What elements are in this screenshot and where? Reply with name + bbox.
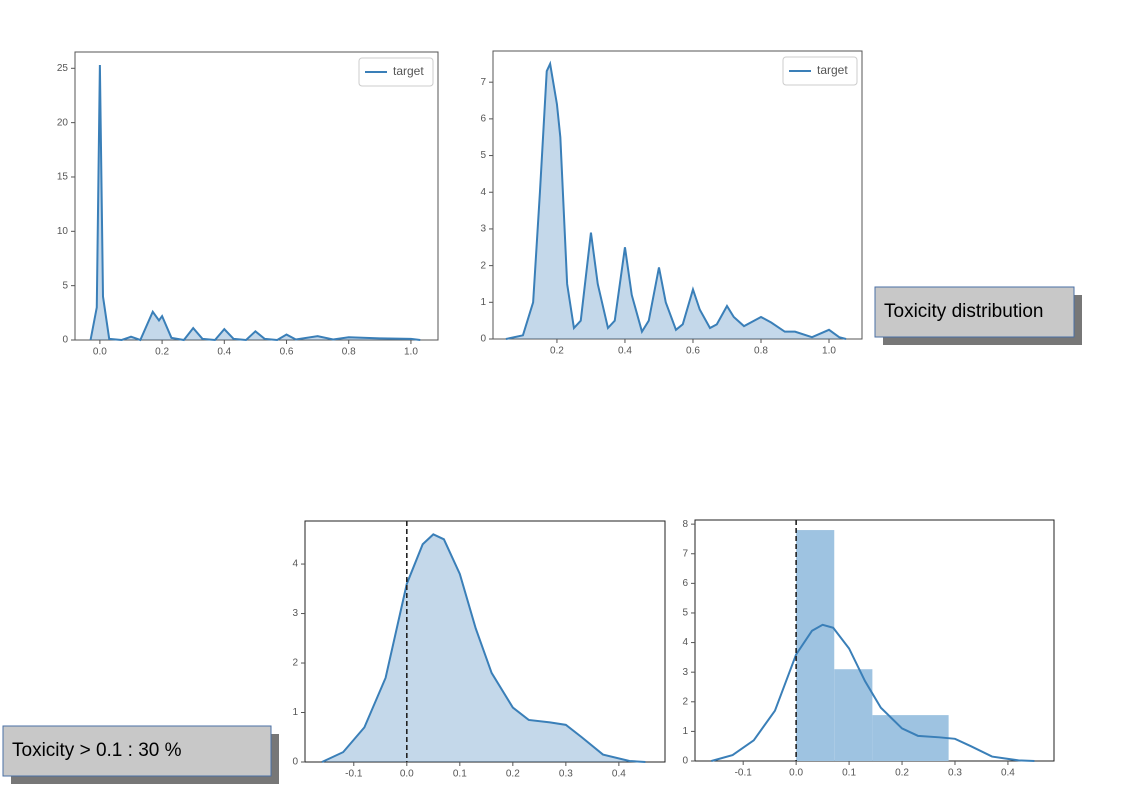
note-text: Toxicity distribution xyxy=(884,301,1043,322)
x-tick-label: 1.0 xyxy=(404,347,418,358)
x-tick-label: 0.4 xyxy=(612,769,626,780)
x-tick-label: 0.3 xyxy=(948,768,962,779)
y-tick-label: 20 xyxy=(57,117,69,128)
y-tick-label: 1 xyxy=(480,297,486,308)
y-tick-label: 1 xyxy=(292,707,298,718)
y-tick-label: 0 xyxy=(480,334,486,345)
y-tick-label: 8 xyxy=(682,519,688,530)
y-tick-label: 0 xyxy=(682,756,688,767)
plot-area xyxy=(304,520,666,763)
x-tick-label: 0.2 xyxy=(895,768,909,779)
x-tick-label: 0.0 xyxy=(93,347,107,358)
density-line xyxy=(711,623,1035,762)
legend-box xyxy=(782,56,858,86)
legend-label: target xyxy=(817,63,848,77)
y-tick-label: 3 xyxy=(480,224,486,235)
x-tick-label: 1.0 xyxy=(822,346,836,357)
legend-box xyxy=(358,57,434,87)
y-tick-label: 6 xyxy=(682,578,688,589)
y-tick-label: 6 xyxy=(480,114,486,125)
y-tick-label: 4 xyxy=(480,187,486,198)
y-tick-label: 1 xyxy=(682,726,688,737)
area-fill xyxy=(321,534,646,762)
y-tick-label: 7 xyxy=(480,77,486,88)
x-tick-label: 0.8 xyxy=(342,347,356,358)
density-line xyxy=(321,533,646,763)
x-tick-label: 0.2 xyxy=(506,769,520,780)
x-tick-label: 0.2 xyxy=(155,347,169,358)
x-tick-label: 0.6 xyxy=(280,347,294,358)
x-tick-label: -0.1 xyxy=(735,768,753,779)
y-tick-label: 0 xyxy=(292,757,298,768)
x-tick-label: 0.2 xyxy=(550,346,564,357)
x-tick-label: 0.3 xyxy=(559,769,573,780)
y-tick-label: 2 xyxy=(480,260,486,271)
legend-label: target xyxy=(393,64,424,78)
y-tick-label: 4 xyxy=(292,559,298,570)
note-text: Toxicity > 0.1 : 30 % xyxy=(12,740,182,761)
x-tick-label: 0.6 xyxy=(686,346,700,357)
y-tick-label: 10 xyxy=(57,226,69,237)
area-fill xyxy=(505,63,847,340)
y-tick-label: 25 xyxy=(57,63,69,74)
plot-area xyxy=(492,50,863,340)
x-tick-label: -0.1 xyxy=(345,769,363,780)
y-tick-label: 3 xyxy=(292,608,298,619)
x-tick-label: 0.4 xyxy=(618,346,632,357)
density-line xyxy=(505,60,847,340)
note-box xyxy=(874,286,1075,338)
x-tick-label: 0.4 xyxy=(1001,768,1015,779)
x-tick-label: 0.1 xyxy=(453,769,467,780)
x-tick-label: 0.4 xyxy=(217,347,231,358)
note-box xyxy=(2,725,272,777)
y-tick-label: 3 xyxy=(682,667,688,678)
x-tick-label: 0.0 xyxy=(400,769,414,780)
x-tick-label: 0.0 xyxy=(789,768,803,779)
y-tick-label: 5 xyxy=(682,608,688,619)
y-tick-label: 0 xyxy=(62,335,68,346)
y-tick-label: 7 xyxy=(682,548,688,559)
y-tick-label: 2 xyxy=(292,658,298,669)
density-line xyxy=(89,65,421,342)
y-tick-label: 2 xyxy=(682,696,688,707)
histogram-bar xyxy=(872,715,911,761)
x-tick-label: 0.8 xyxy=(754,346,768,357)
y-tick-label: 4 xyxy=(682,637,688,648)
x-tick-label: 0.1 xyxy=(842,768,856,779)
y-tick-label: 15 xyxy=(57,172,69,183)
plot-area xyxy=(74,51,439,341)
y-tick-label: 5 xyxy=(480,150,486,161)
y-tick-label: 5 xyxy=(62,280,68,291)
